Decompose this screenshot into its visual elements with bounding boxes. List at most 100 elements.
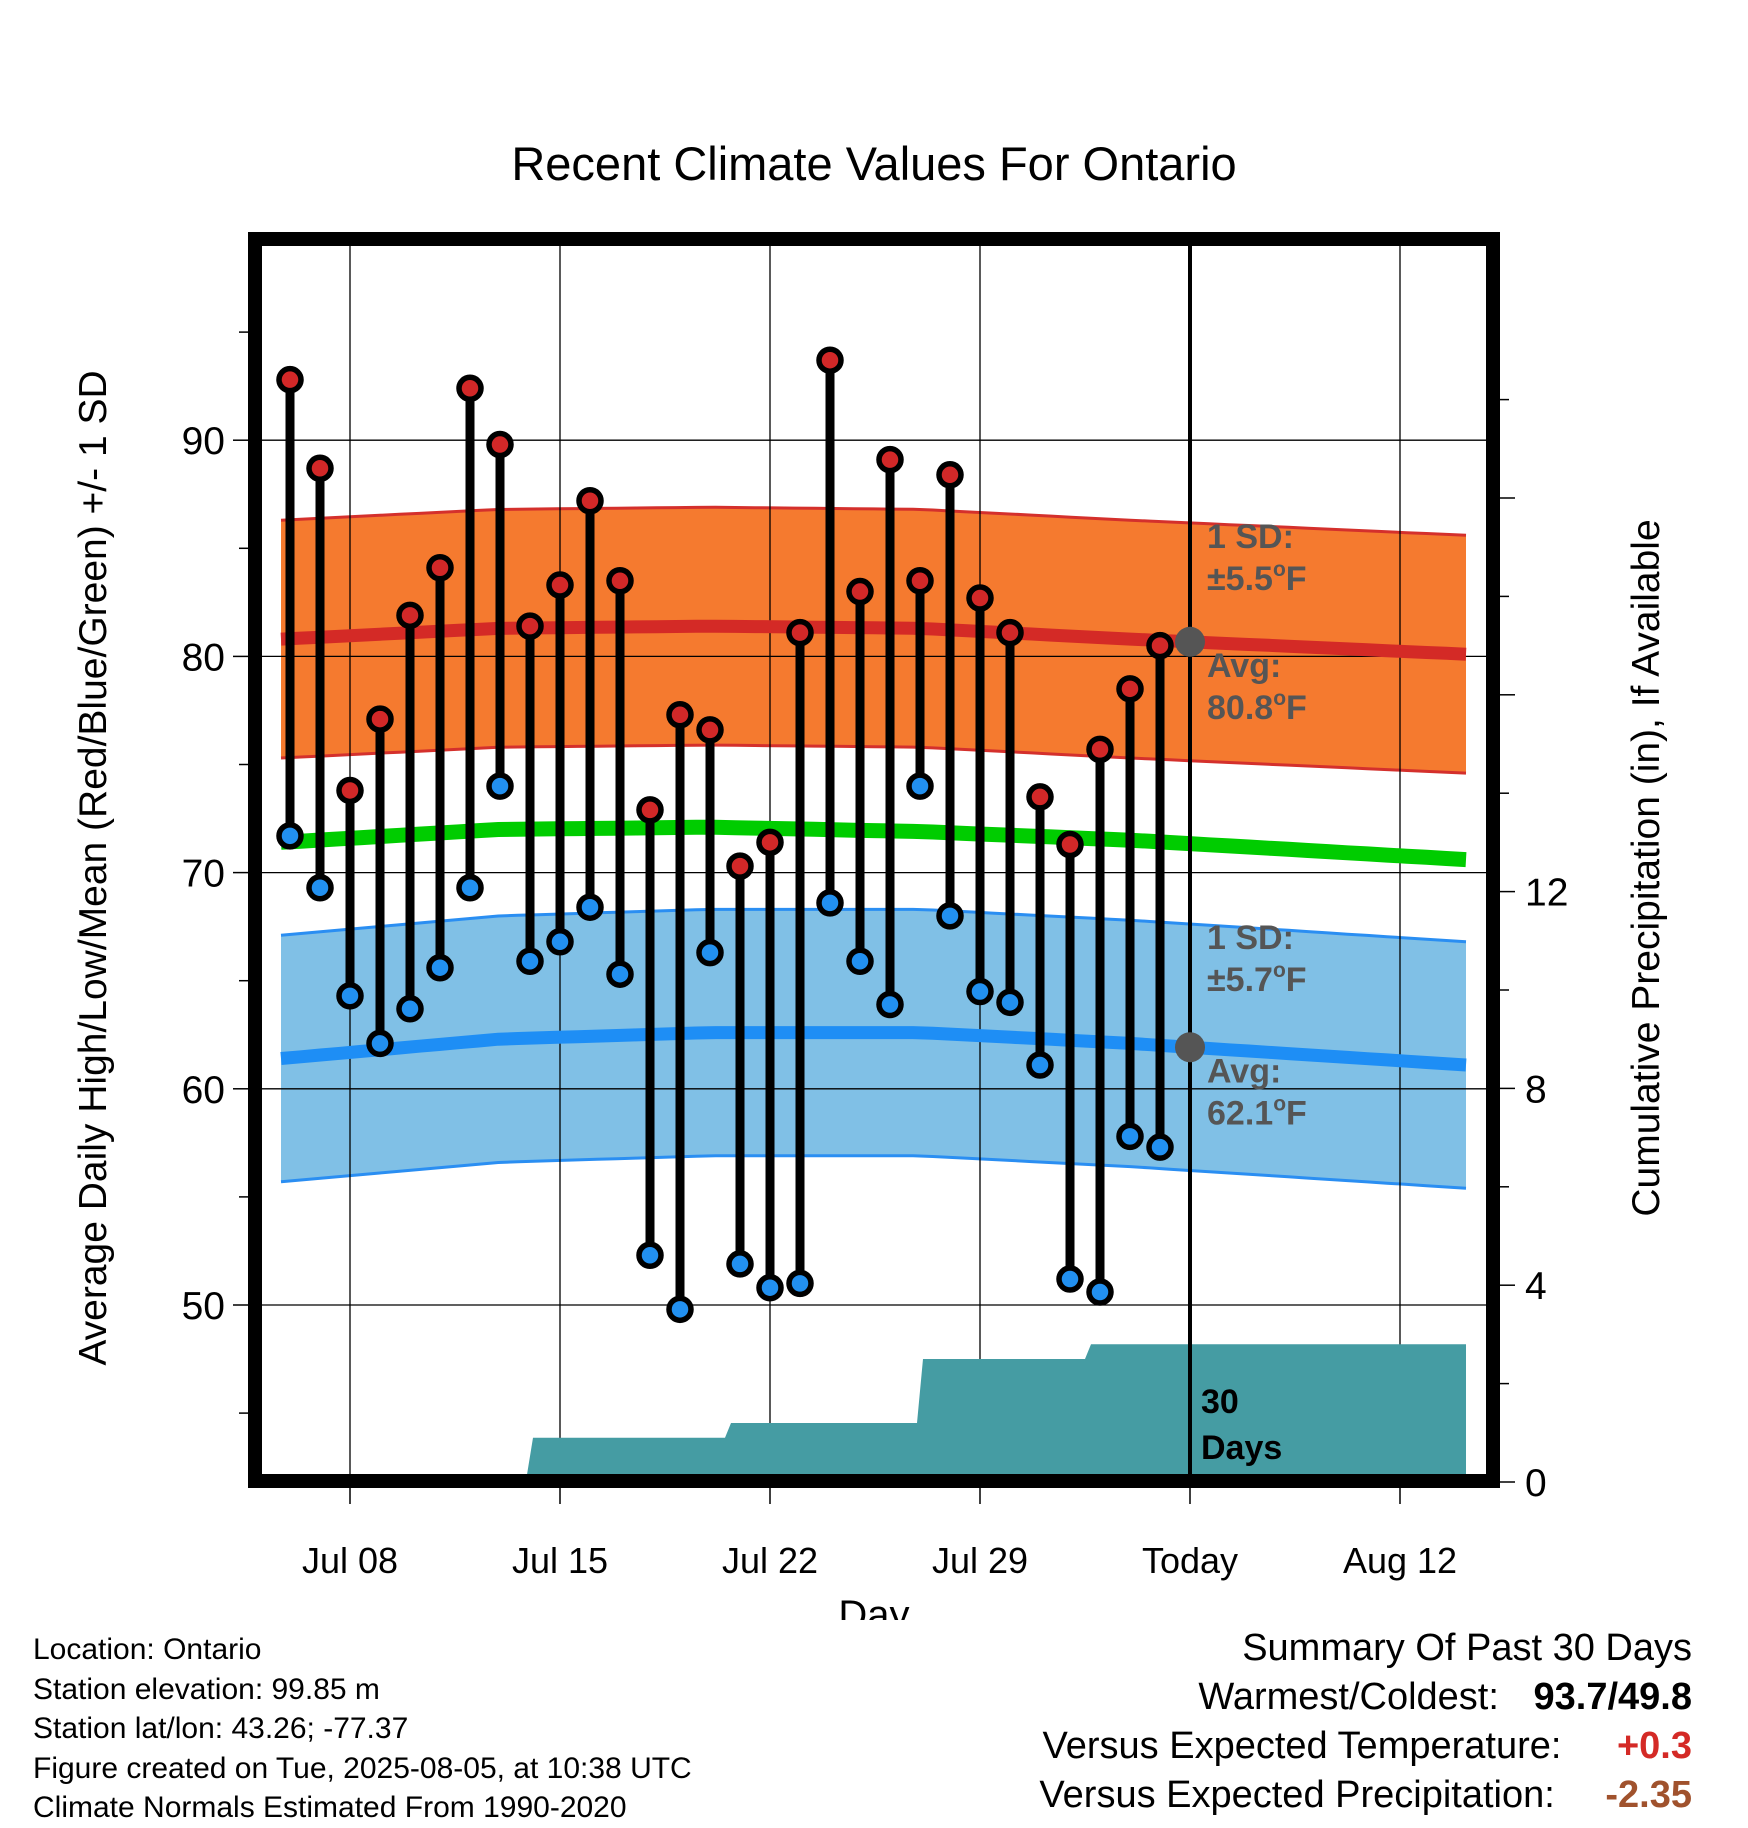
summary-panel: Summary Of Past 30 Days Warmest/Coldest:… <box>1039 1624 1692 1820</box>
y2-axis-title: Cumulative Precipitation (in), If Availa… <box>1625 519 1668 1216</box>
x-tick-label: Jul 15 <box>512 1540 608 1581</box>
daily-low-marker <box>306 873 334 902</box>
daily-low-marker <box>576 893 604 921</box>
low-sd-value-degree: o <box>1273 959 1286 982</box>
high-avg-value-degree: o <box>1273 687 1286 710</box>
temp-anomaly-label: Versus Expected Temperature: <box>1042 1725 1562 1767</box>
daily-high-marker <box>1146 631 1174 660</box>
plot-frame <box>248 232 1500 1488</box>
daily-high-marker <box>756 828 784 857</box>
daily-low-marker <box>1056 1265 1084 1293</box>
daily-high-marker <box>516 612 544 640</box>
daily-low-marker <box>816 889 844 917</box>
daily-high-marker <box>276 365 304 394</box>
daily-high-marker <box>966 584 994 612</box>
daily-low-marker <box>276 822 304 850</box>
daily-high-marker <box>936 461 964 489</box>
warmest-coldest-label: Warmest/Coldest: <box>1198 1676 1499 1718</box>
low-avg-value-degree: o <box>1273 1092 1286 1115</box>
normal-high-today-dot <box>1175 626 1205 657</box>
daily-low-marker <box>696 938 724 967</box>
daily-low-marker <box>786 1269 814 1298</box>
daily-low-marker <box>366 1029 394 1058</box>
high-band-lower-edge <box>280 743 1467 775</box>
low-band-upper-edge <box>280 907 1467 944</box>
daily-low-marker <box>516 947 544 975</box>
low-avg-value-number: 62.1 <box>1207 1094 1273 1132</box>
value-separator: / <box>1607 1676 1619 1718</box>
daily-low-marker <box>756 1273 784 1302</box>
daily-high-marker <box>906 566 934 595</box>
high-sd-value: ±5.5oF <box>1207 558 1307 598</box>
daily-low-marker <box>666 1295 694 1324</box>
daily-high-marker <box>336 776 364 805</box>
summary-title: Summary Of Past 30 Days <box>1242 1627 1692 1669</box>
created-text: Figure created on Tue, 2025-08-05, at 10… <box>33 1751 692 1785</box>
daily-high-marker <box>666 701 694 729</box>
x-tick-label: Aug 12 <box>1343 1540 1457 1581</box>
daily-low-marker <box>876 990 904 1019</box>
daily-high-marker <box>696 716 724 744</box>
chart-title: Recent Climate Values For Ontario <box>511 137 1236 190</box>
x-tick-label: Jul 22 <box>722 1540 818 1581</box>
coldest-value: 49.8 <box>1618 1676 1692 1718</box>
y2-tick-label: 12 <box>1525 872 1568 915</box>
summary-temp-row: Versus Expected Temperature: +0.3 <box>1039 1722 1692 1771</box>
daily-low-marker <box>966 977 994 1006</box>
warmest-coldest-value: 93.7/49.8 <box>1534 1673 1693 1722</box>
daily-high-marker <box>1056 830 1084 859</box>
daily-low-marker <box>396 995 424 1023</box>
daily-low-marker <box>336 982 364 1010</box>
daily-low-marker <box>906 772 934 800</box>
daily-high-marker <box>636 796 664 824</box>
daily-high-marker <box>576 486 604 515</box>
daily-low-marker <box>936 902 964 930</box>
daily-low-marker <box>1116 1122 1144 1151</box>
y2-tick-label: 0 <box>1525 1462 1547 1505</box>
high-sd-value-number: ±5.5 <box>1207 560 1273 598</box>
low-sd-label: 1 SD: <box>1207 919 1294 957</box>
location-text: Location: Ontario <box>33 1633 262 1666</box>
daily-high-marker <box>396 601 424 630</box>
y-tick-label: 60 <box>182 1069 225 1112</box>
daily-high-marker <box>786 618 814 647</box>
x-tick-label: Jul 29 <box>932 1540 1028 1581</box>
precip-anomaly-value: -2.35 <box>1605 1774 1692 1816</box>
daily-low-marker <box>636 1241 664 1270</box>
daily-low-marker <box>1086 1278 1114 1306</box>
daily-high-marker <box>486 430 514 459</box>
precip-anomaly-label: Versus Expected Precipitation: <box>1039 1774 1555 1816</box>
normal-low-line <box>280 1026 1467 1072</box>
summary-precip-row: Versus Expected Precipitation: -2.35 <box>1039 1771 1692 1820</box>
plot-interior: 1 SD: <box>262 246 1486 1474</box>
daily-low-marker <box>426 953 454 982</box>
days-word-label: Days <box>1201 1429 1282 1467</box>
daily-low-marker <box>456 873 484 902</box>
daily-low-marker <box>1146 1133 1174 1161</box>
high-sd-band <box>281 507 1466 774</box>
normals-text: Climate Normals Estimated From 1990-2020 <box>33 1791 627 1824</box>
y-tick-label: 70 <box>182 853 225 896</box>
x-tick-label: Today <box>1142 1540 1238 1581</box>
normal-low-today-dot <box>1175 1032 1205 1063</box>
daily-high-marker <box>456 374 484 403</box>
cumulative-precip-area <box>527 1344 1466 1474</box>
daily-low-marker <box>846 947 874 975</box>
daily-high-marker <box>1026 783 1054 811</box>
y-tick-label: 90 <box>182 420 225 463</box>
high-avg-value-unit: F <box>1286 689 1307 727</box>
daily-high-marker <box>426 554 454 582</box>
daily-high-marker <box>876 445 904 474</box>
daily-high-marker <box>546 571 574 599</box>
daily-high-marker <box>726 852 754 880</box>
x-tick-label: Jul 08 <box>302 1540 398 1581</box>
y2-tick-label: 4 <box>1525 1265 1547 1308</box>
low-band-lower-edge <box>280 1154 1467 1190</box>
y-axis-title: Average Daily High/Low/Mean (Red/Blue/Gr… <box>72 370 115 1365</box>
high-sd-value-unit: F <box>1286 560 1307 598</box>
daily-low-marker <box>1026 1051 1054 1079</box>
y-tick-label: 50 <box>182 1285 225 1328</box>
normal-mean-line <box>280 819 1467 868</box>
daily-high-marker <box>306 454 334 483</box>
